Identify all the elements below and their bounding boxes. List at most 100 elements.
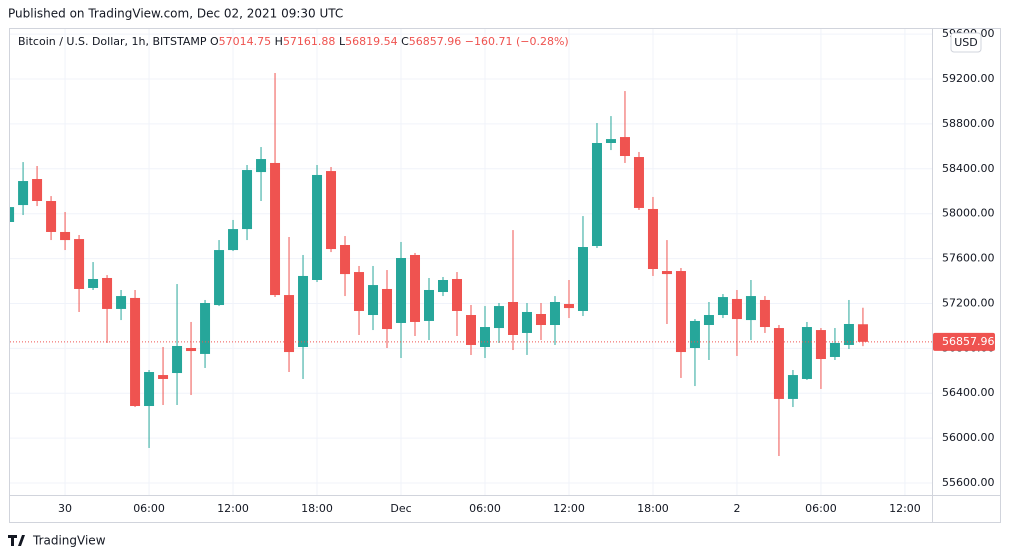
candle-body bbox=[703, 315, 714, 326]
y-tick-label: 55600.00 bbox=[942, 476, 995, 489]
candle-body bbox=[46, 201, 57, 232]
candle-body bbox=[591, 142, 602, 247]
change-value: −160.71 (−0.28%) bbox=[465, 35, 569, 48]
candle-body bbox=[158, 375, 169, 379]
candle-body bbox=[74, 239, 85, 289]
candle-body bbox=[340, 244, 351, 275]
candle-body bbox=[382, 288, 393, 330]
candle-body bbox=[200, 303, 211, 354]
candle-body bbox=[549, 301, 560, 326]
close-value: 56857.96 bbox=[409, 35, 462, 48]
brand-logo bbox=[8, 535, 25, 546]
candle-body bbox=[326, 171, 337, 250]
high-value: 57161.88 bbox=[283, 35, 336, 48]
y-tick-label: 57600.00 bbox=[942, 252, 995, 265]
candle-body bbox=[689, 320, 700, 349]
candle-body bbox=[759, 299, 770, 328]
candle-body bbox=[801, 327, 812, 379]
candle-body bbox=[186, 348, 197, 352]
candle-body bbox=[717, 297, 728, 316]
candle-body bbox=[731, 298, 742, 320]
x-tick-label: 06:00 bbox=[133, 502, 165, 515]
candle-body bbox=[773, 328, 784, 399]
candle-body bbox=[60, 231, 71, 241]
candle-body bbox=[815, 330, 826, 360]
y-tick-label: 56000.00 bbox=[942, 431, 995, 444]
candle-body bbox=[32, 179, 43, 202]
y-tick-label: 58000.00 bbox=[942, 207, 995, 220]
candle-body bbox=[563, 304, 574, 309]
candle-body bbox=[88, 278, 99, 288]
x-tick-label: 2 bbox=[733, 502, 740, 515]
close-key: C bbox=[401, 35, 409, 48]
candle-body bbox=[633, 157, 644, 208]
candle-body bbox=[745, 296, 756, 321]
candle-body bbox=[479, 327, 490, 347]
candle-body bbox=[507, 301, 518, 335]
y-tick-label: 56400.00 bbox=[942, 386, 995, 399]
candle-body bbox=[214, 250, 225, 306]
candle-body bbox=[438, 280, 449, 293]
candle-body bbox=[116, 296, 127, 309]
open-key: O bbox=[210, 35, 219, 48]
published-note: Published on TradingView.com, Dec 02, 20… bbox=[8, 7, 343, 21]
x-tick-label: 12:00 bbox=[553, 502, 585, 515]
chart-frame bbox=[9, 28, 1001, 523]
candle-body bbox=[270, 162, 281, 296]
brand-name: TradingView bbox=[32, 534, 106, 548]
last-price-tag bbox=[933, 332, 995, 351]
candle-body bbox=[172, 345, 183, 374]
candle-body bbox=[242, 170, 253, 230]
x-tick-label: 18:00 bbox=[301, 502, 333, 515]
y-tick-label: 57200.00 bbox=[942, 296, 995, 309]
low-value: 56819.54 bbox=[345, 35, 398, 48]
candle-body bbox=[787, 375, 798, 399]
candle-body bbox=[130, 297, 141, 407]
y-tick-label: 59200.00 bbox=[942, 72, 995, 85]
currency-label: USD bbox=[954, 36, 978, 49]
x-tick-label: 06:00 bbox=[805, 502, 837, 515]
x-tick-label: 06:00 bbox=[469, 502, 501, 515]
axes: 55600.0056000.0056400.0056800.0057200.00… bbox=[10, 27, 995, 515]
symbol-title: Bitcoin / U.S. Dollar, 1h, BITSTAMP bbox=[18, 35, 207, 48]
candle-body bbox=[228, 229, 239, 251]
candle-body bbox=[466, 315, 476, 345]
candle-body bbox=[368, 285, 379, 316]
candle-body bbox=[521, 311, 532, 333]
low-key: L bbox=[339, 35, 346, 48]
x-tick-label: 30 bbox=[58, 502, 72, 515]
candle-body bbox=[675, 271, 686, 353]
candle-body bbox=[10, 207, 15, 222]
candle-body bbox=[410, 254, 421, 322]
x-tick-label: Dec bbox=[390, 502, 411, 515]
high-key: H bbox=[275, 35, 283, 48]
candle-body bbox=[256, 159, 267, 173]
candle-body bbox=[452, 278, 463, 311]
candle-body bbox=[535, 314, 546, 326]
legend-header: Bitcoin / U.S. Dollar, 1h, BITSTAMP O570… bbox=[18, 35, 569, 48]
candle-body bbox=[18, 181, 29, 206]
brand: TradingView bbox=[8, 534, 106, 548]
x-tick-label: 12:00 bbox=[217, 502, 249, 515]
candle-body bbox=[284, 295, 295, 353]
grid bbox=[10, 29, 932, 495]
candle-body bbox=[312, 174, 323, 281]
y-tick-label: 58800.00 bbox=[942, 117, 995, 130]
y-tick-label: 58400.00 bbox=[942, 162, 995, 175]
candle-body bbox=[619, 137, 630, 157]
candle-body bbox=[144, 372, 155, 407]
candles bbox=[10, 72, 868, 456]
x-tick-label: 12:00 bbox=[889, 502, 921, 515]
candle-body bbox=[424, 289, 435, 321]
candle-body bbox=[102, 277, 113, 309]
candle-body bbox=[493, 306, 504, 329]
x-tick-label: 18:00 bbox=[637, 502, 669, 515]
currency-box bbox=[950, 32, 982, 53]
candle-body bbox=[843, 323, 854, 345]
candle-body bbox=[829, 342, 840, 357]
candle-body bbox=[354, 272, 365, 311]
candle-body bbox=[577, 247, 588, 311]
candle-body bbox=[396, 258, 407, 323]
